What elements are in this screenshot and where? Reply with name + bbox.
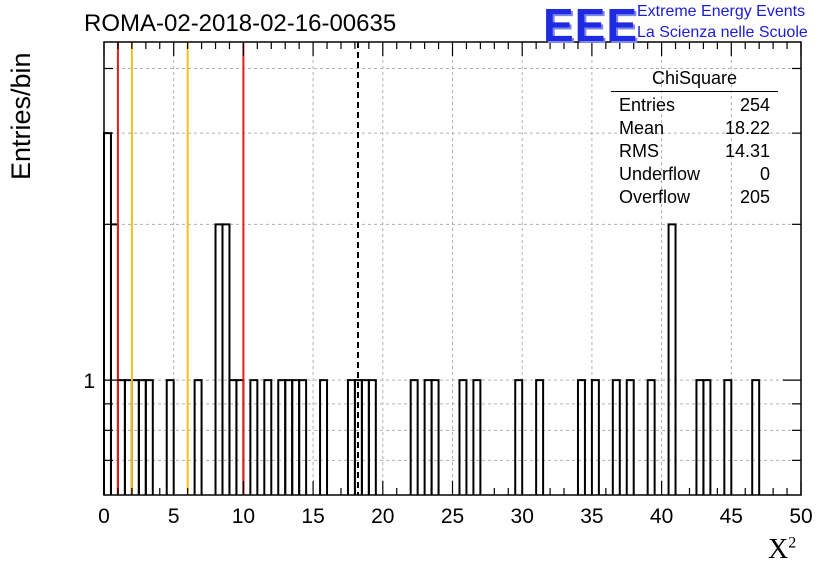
x-tick-label: 15 (301, 505, 324, 528)
marker-lines (116, 42, 359, 495)
stats-box-title: ChiSquare (611, 68, 778, 92)
stats-value: 0 (759, 164, 770, 184)
stats-label: Underflow (619, 164, 701, 184)
x-tick-label: 0 (98, 505, 110, 528)
axes: 0 5 10 15 20 25 30 35 40 45 50 1 (83, 41, 813, 528)
x-axis-label-base: X (768, 534, 789, 565)
eee-logo: EEE (543, 0, 639, 51)
histogram-bar (472, 379, 482, 495)
histogram-bar (625, 379, 635, 495)
histogram-bar (667, 223, 677, 495)
histogram-bar (751, 379, 761, 495)
histogram-bar (360, 379, 370, 495)
stats-row-underflow: Underflow 0 (611, 163, 778, 186)
stats-label: RMS (619, 141, 659, 161)
histogram-bar (590, 379, 600, 495)
histogram-bar (291, 379, 301, 495)
histogram-bar (137, 379, 147, 495)
histogram-bar (165, 379, 175, 495)
histogram-bar (319, 379, 329, 495)
x-tick-label: 30 (511, 505, 534, 528)
histogram-bar (458, 379, 468, 495)
grid-lines (104, 42, 801, 495)
histogram-bar (409, 379, 419, 495)
histogram-bar (430, 379, 440, 495)
y-axis-label: Entries/bin (6, 52, 36, 180)
histogram-bar (514, 379, 524, 495)
histogram-bar (214, 223, 224, 495)
stats-row-rms: RMS 14.31 (611, 140, 778, 163)
histogram-bar (695, 379, 705, 495)
histogram-bar (535, 379, 545, 495)
stats-value: 254 (739, 95, 770, 115)
stats-label: Entries (619, 95, 676, 115)
stats-label: Mean (619, 118, 665, 138)
x-tick-label: 10 (232, 505, 255, 528)
x-axis-label-superscript: 2 (788, 534, 797, 552)
histogram-bar (346, 379, 356, 495)
histogram-bar (263, 379, 273, 495)
histogram-bar (298, 379, 308, 495)
x-tick-label: 45 (720, 505, 743, 528)
stats-label: Overflow (619, 187, 691, 207)
stats-row-mean: Mean 18.22 (611, 117, 778, 140)
x-axis-label: X2 (768, 534, 796, 566)
histogram-bar (646, 379, 656, 495)
histogram-bar (249, 379, 259, 495)
histogram-bar (702, 379, 712, 495)
histogram-bar (193, 379, 203, 495)
x-tick-label: 35 (580, 505, 603, 528)
histogram-bar (221, 223, 231, 495)
y-tick-label: 1 (83, 370, 95, 393)
histogram-bar (576, 379, 586, 495)
stats-value: 14.31 (724, 141, 770, 161)
histogram-bar (423, 379, 433, 495)
x-tick-label: 25 (441, 505, 464, 528)
histogram-bar (367, 379, 377, 495)
histogram-bar (611, 379, 621, 495)
histogram-bar (130, 379, 140, 495)
stats-value: 205 (739, 187, 770, 207)
histogram-bar (109, 223, 119, 495)
stats-row-entries: Entries 254 (611, 94, 778, 117)
stats-row-overflow: Overflow 205 (611, 186, 778, 209)
histogram-bar (723, 379, 733, 495)
x-tick-label: 5 (168, 505, 180, 528)
x-tick-label: 20 (371, 505, 394, 528)
stats-value: 18.22 (724, 118, 770, 138)
histogram-bar (103, 132, 112, 495)
histogram-bar (284, 379, 294, 495)
logo-line-1: Extreme Energy Events (637, 3, 806, 20)
histogram-bar (228, 379, 238, 495)
x-tick-label: 50 (789, 505, 812, 528)
histogram-bar (235, 379, 245, 495)
x-tick-label: 40 (650, 505, 673, 528)
stats-box: ChiSquare Entries 254 Mean 18.22 RMS 14.31 … (611, 68, 778, 209)
chart-title: ROMA-02-2018-02-16-00635 (84, 10, 397, 37)
histogram-bar (277, 379, 287, 495)
logo-line-2: La Scienza nelle Scuole (637, 24, 808, 41)
histogram-bar (123, 379, 133, 495)
histogram-bar (144, 379, 154, 495)
histogram-bar (116, 379, 126, 495)
